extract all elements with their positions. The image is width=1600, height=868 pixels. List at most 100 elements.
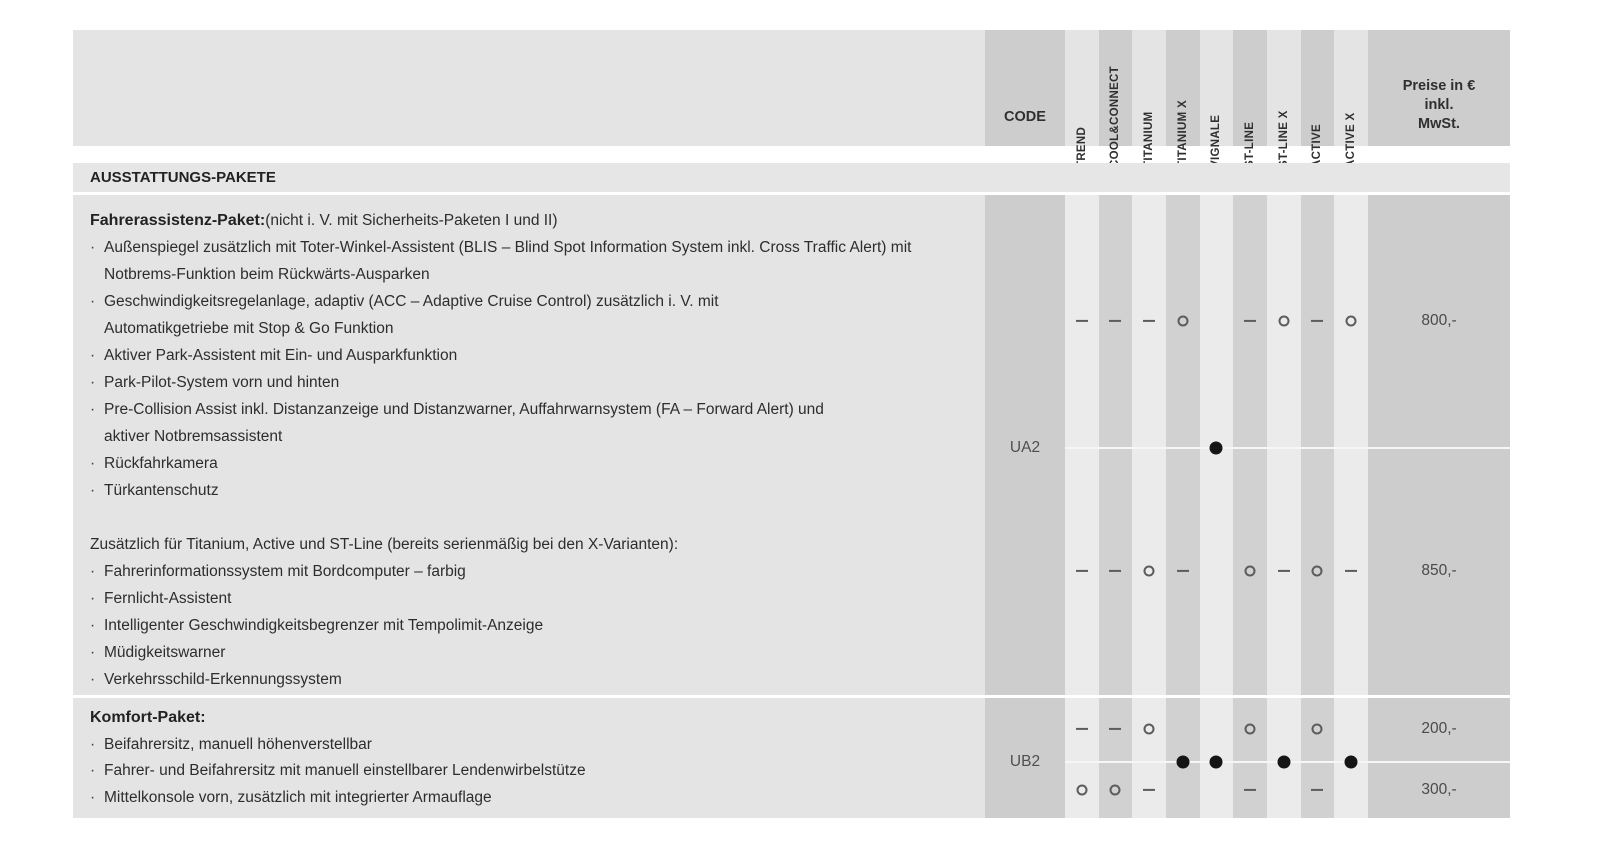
price-value: 200,-	[1421, 720, 1457, 737]
availability-mark	[1143, 723, 1155, 735]
availability-mark	[1109, 784, 1121, 796]
availability-mark	[1345, 569, 1357, 573]
package-title: Fahrerassistenz-Paket:	[90, 211, 266, 229]
code-header-label: CODE	[1004, 109, 1046, 125]
description-line: · Park-Pilot-System vorn und hinten	[90, 369, 339, 396]
description-text: Pre-Collision Assist inkl. Distanzanzeig…	[104, 400, 824, 418]
trim-header-label-st-line-x: ST-LINE X	[1277, 110, 1290, 168]
titaniumx-column-band	[1166, 195, 1200, 818]
price-value: 800,-	[1421, 312, 1457, 329]
trim-header-label-cool-connect: COOL&CONNECT	[1109, 66, 1122, 168]
bullet-marker: ·	[90, 454, 96, 472]
availability-mark	[1177, 315, 1189, 327]
bullet-marker: ·	[90, 762, 96, 780]
coolconnect-column-band	[1098, 30, 1132, 146]
description-line: · Geschwindigkeitsregelanlage, adaptiv (A…	[90, 288, 719, 315]
section-header-row: AUSSTATTUNGS-PAKETE	[73, 163, 1510, 192]
availability-mark	[1143, 565, 1155, 577]
bullet-marker: ·	[90, 735, 96, 753]
code-column-band	[985, 195, 1065, 818]
description-text: Park-Pilot-System vorn und hinten	[104, 373, 340, 391]
bullet-marker: ·	[90, 346, 96, 364]
description-text: Mittelkonsole vorn, zusätzlich mit integ…	[104, 788, 492, 806]
description-line: Automatikgetriebe mit Stop & Go Funktion	[90, 315, 393, 342]
description-line: · Fernlicht-Assistent	[90, 585, 231, 612]
titaniumx-column-band	[1166, 30, 1200, 146]
bullet-marker: ·	[90, 373, 96, 391]
description-text: Beifahrersitz, manuell höhenverstellbar	[104, 735, 372, 753]
description-line: Notbrems-Funktion beim Rückwärts-Auspark…	[90, 261, 430, 288]
package-code: UB2	[1009, 753, 1041, 770]
description-line: · Beifahrersitz, manuell höhenverstellbar	[90, 732, 372, 759]
bullet-marker: ·	[90, 400, 96, 418]
description-line: · Rückfahrkamera	[90, 450, 218, 477]
bullet-marker: ·	[90, 562, 96, 580]
activex-column-band	[1334, 195, 1368, 818]
availability-mark	[1278, 315, 1290, 327]
description-line: Zusätzlich für Titanium, Active und ST-L…	[90, 531, 678, 558]
availability-mark	[1075, 319, 1088, 323]
trend-column-band	[1065, 195, 1099, 818]
description-line: Komfort-Paket:	[90, 705, 206, 732]
description-text: Zusätzlich für Titanium, Active und ST-L…	[90, 535, 679, 553]
availability-mark	[1143, 788, 1155, 792]
subrow-divider	[1065, 447, 1510, 449]
description-text: Notbrems-Funktion beim Rückwärts-Auspark…	[104, 265, 430, 283]
bullet-marker: ·	[90, 589, 96, 607]
trim-header-label-st-line: ST-LINE	[1244, 121, 1256, 168]
availability-mark	[1345, 315, 1357, 327]
description-line: · Mittelkonsole vorn, zusätzlich mit inte…	[90, 785, 492, 812]
coolconnect-column-band	[1098, 195, 1132, 818]
description-line: · Müdigkeitswarner	[90, 639, 225, 666]
active-column-band	[1300, 30, 1334, 146]
trim-header-label-active: ACTIVE	[1311, 124, 1324, 168]
code-column-band	[985, 30, 1065, 146]
trim-header-label-active-x: ACTIVE X	[1345, 112, 1357, 168]
availability-mark	[1143, 319, 1155, 323]
availability-mark	[1076, 784, 1088, 796]
availability-mark	[1075, 569, 1088, 573]
section-title: AUSSTATTUNGS-PAKETE	[90, 169, 276, 186]
description-line: · Aktiver Park-Assistent mit Ein- und Aus…	[90, 342, 457, 369]
description-text: Türkantenschutz	[104, 481, 219, 499]
trim-header-label-vignale: VIGNALE	[1210, 114, 1223, 168]
description-text: Aktiver Park-Assistent mit Ein- und Ausp…	[104, 346, 458, 364]
price-header-line: Preise in €	[1402, 78, 1476, 94]
description-line: · Türkantenschutz	[90, 477, 219, 504]
description-text: Intelligenter Geschwindigkeitsbegrenzer …	[104, 616, 544, 634]
bullet-marker: ·	[90, 292, 96, 310]
availability-mark	[1109, 727, 1122, 731]
standard-equipment-mark	[1344, 755, 1358, 769]
standard-equipment-mark	[1176, 755, 1190, 769]
table-header: CODE TREND COOL&CONNECT TITANIUM TITANIUM X…	[73, 30, 1510, 168]
availability-mark	[1109, 319, 1122, 323]
description-text: Automatikgetriebe mit Stop & Go Funktion	[104, 319, 394, 337]
description-text: Geschwindigkeitsregelanlage, adaptiv (AC…	[104, 292, 719, 310]
description-text: Außenspiegel zusätzlich mit Toter-Winkel…	[104, 238, 912, 256]
description-text: aktiver Notbremsassistent	[104, 427, 283, 445]
availability-mark	[1244, 319, 1256, 323]
availability-mark	[1244, 565, 1256, 577]
description-text: Fahrerinformationssystem mit Bordcompute…	[104, 562, 466, 580]
table-body: Fahrerassistenz-Paket: (nicht i. V. mit …	[73, 195, 1510, 818]
description-line: · Intelligenter Geschwindigkeitsbegrenzer…	[90, 612, 543, 639]
availability-mark	[1277, 569, 1290, 573]
availability-mark	[1109, 569, 1122, 573]
description-text: Müdigkeitswarner	[104, 643, 226, 661]
availability-mark	[1244, 788, 1256, 792]
availability-mark	[1311, 565, 1323, 577]
availability-mark	[1075, 727, 1088, 731]
package-divider	[73, 695, 1510, 698]
stline-column-band	[1233, 30, 1267, 146]
standard-equipment-mark	[1209, 755, 1223, 769]
description-text: Fahrer- und Beifahrersitz mit manuell ei…	[104, 762, 586, 780]
activeband	[1300, 195, 1334, 818]
trim-header-label-titanium: TITANIUM	[1143, 111, 1155, 168]
description-text: Verkehrsschild-Erkennungssystem	[104, 670, 342, 688]
description-line: · Fahrerinformationssystem mit Bordcomput…	[90, 558, 466, 585]
bullet-marker: ·	[90, 670, 96, 688]
availability-mark	[1311, 319, 1324, 323]
package-title: Komfort-Paket:	[90, 709, 206, 727]
description-line: · Fahrer- und Beifahrersitz mit manuell e…	[90, 758, 586, 785]
bullet-marker: ·	[90, 616, 96, 634]
